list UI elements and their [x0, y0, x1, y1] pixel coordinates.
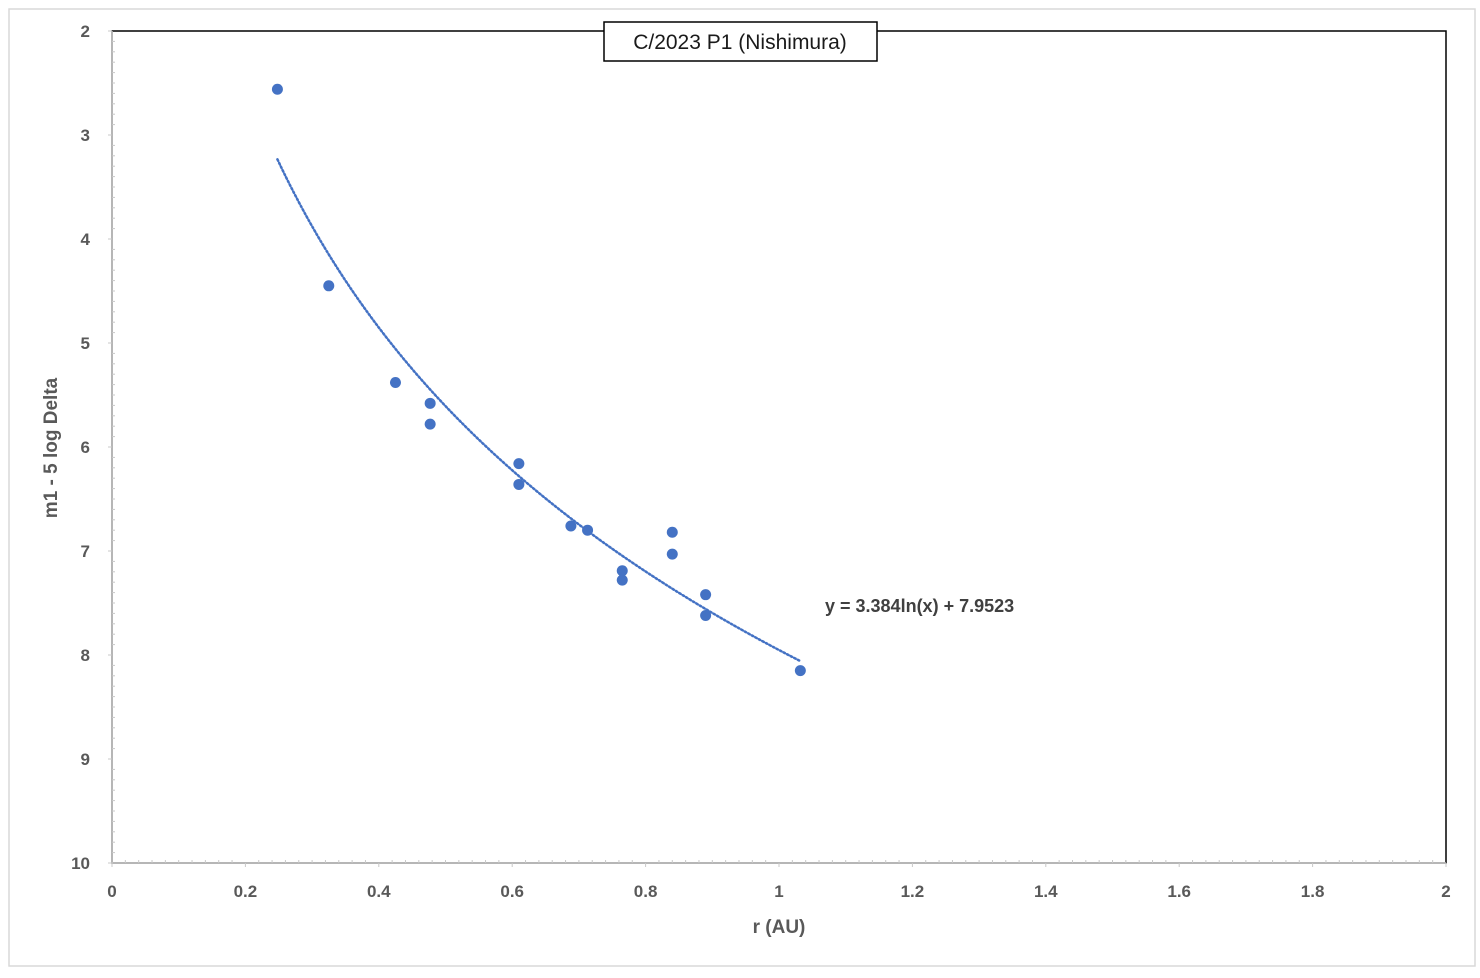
x-tick-label: 0.2 [234, 882, 258, 901]
data-point [794, 665, 806, 677]
x-tick-label: 1 [774, 882, 783, 901]
x-tick-label: 0 [107, 882, 116, 901]
data-point [565, 520, 577, 532]
data-point [582, 524, 594, 536]
data-point [700, 609, 712, 621]
data-point [700, 589, 712, 601]
chart-outer-border [8, 8, 1476, 967]
data-point [323, 280, 335, 292]
x-tick-label: 0.8 [634, 882, 658, 901]
points-layer [271, 83, 806, 677]
y-tick-label: 8 [81, 646, 90, 665]
y-axis-title: m1 - 5 log Delta [41, 377, 62, 518]
data-point [513, 478, 525, 490]
x-tick-label: 1.2 [901, 882, 925, 901]
y-tick-label: 9 [81, 750, 90, 769]
y-tick-label: 4 [81, 230, 91, 249]
x-tick-label: 0.4 [367, 882, 391, 901]
chart-title-box [603, 21, 878, 62]
x-tick-label: 1.8 [1301, 882, 1325, 901]
y-tick-label: 2 [81, 22, 90, 41]
data-point [666, 548, 678, 560]
labels-layer: C/2023 P1 (Nishimura) r (AU) m1 - 5 log … [41, 21, 1014, 938]
data-point [424, 397, 436, 409]
trendline-equation: y = 3.384ln(x) + 7.9523 [825, 596, 1014, 616]
data-point [271, 83, 283, 95]
data-point [616, 565, 628, 577]
data-point [424, 418, 436, 430]
y-tick-label: 7 [81, 542, 90, 561]
data-point [389, 377, 401, 389]
trendline-layer [276, 158, 802, 663]
x-tick-label: 1.6 [1167, 882, 1191, 901]
data-point [666, 526, 678, 538]
trendline [276, 158, 802, 663]
x-tick-label: 1.4 [1034, 882, 1058, 901]
x-axis-title: r (AU) [753, 917, 806, 938]
y-tick-label: 10 [71, 854, 90, 873]
data-point [513, 458, 525, 470]
data-point [616, 574, 628, 586]
y-tick-label: 6 [81, 438, 90, 457]
x-tick-label: 0.6 [500, 882, 524, 901]
axes-layer: 2 3 4 5 6 7 8 9 10 0 0.2 0.4 0.6 0.8 1 1.2 1.4 1.6 1.8 2 [71, 22, 1451, 901]
x-tick-label: 2 [1441, 882, 1450, 901]
y-tick-label: 5 [81, 334, 90, 353]
chart-title: C/2023 P1 (Nishimura) [633, 31, 847, 54]
y-tick-label: 3 [81, 126, 90, 145]
